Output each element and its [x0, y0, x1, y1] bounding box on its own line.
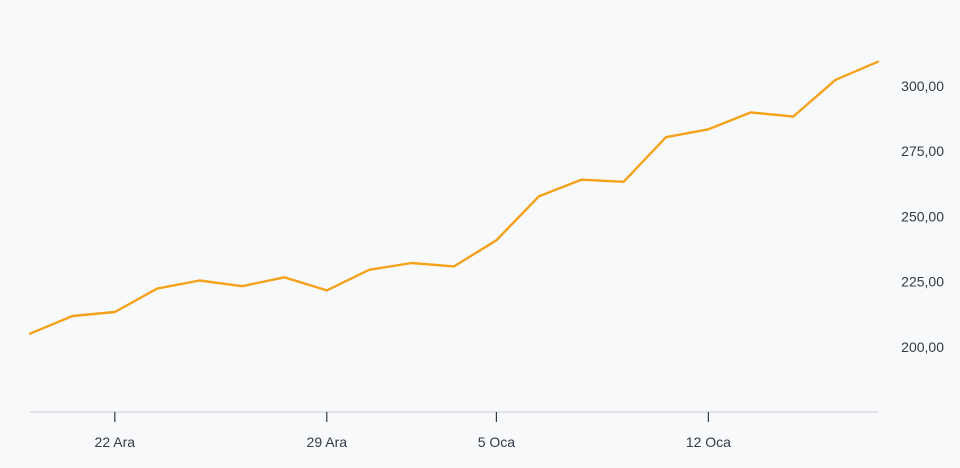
y-tick-label: 250,00 — [901, 208, 944, 224]
y-tick-label: 275,00 — [901, 143, 944, 159]
plot-area — [28, 60, 880, 335]
series-line — [28, 60, 880, 335]
y-tick-label: 225,00 — [901, 274, 944, 290]
y-tick-label: 300,00 — [901, 78, 944, 94]
x-tick-label: 12 Oca — [686, 434, 731, 450]
x-tick-label: 22 Ara — [95, 434, 136, 450]
x-tick-label: 5 Oca — [478, 434, 516, 450]
x-tick-label: 29 Ara — [307, 434, 348, 450]
y-tick-label: 200,00 — [901, 339, 944, 355]
x-axis: 22 Ara 29 Ara 5 Oca 12 Oca — [30, 411, 878, 450]
y-axis: 200,00 225,00 250,00 275,00 300,00 — [901, 78, 944, 355]
